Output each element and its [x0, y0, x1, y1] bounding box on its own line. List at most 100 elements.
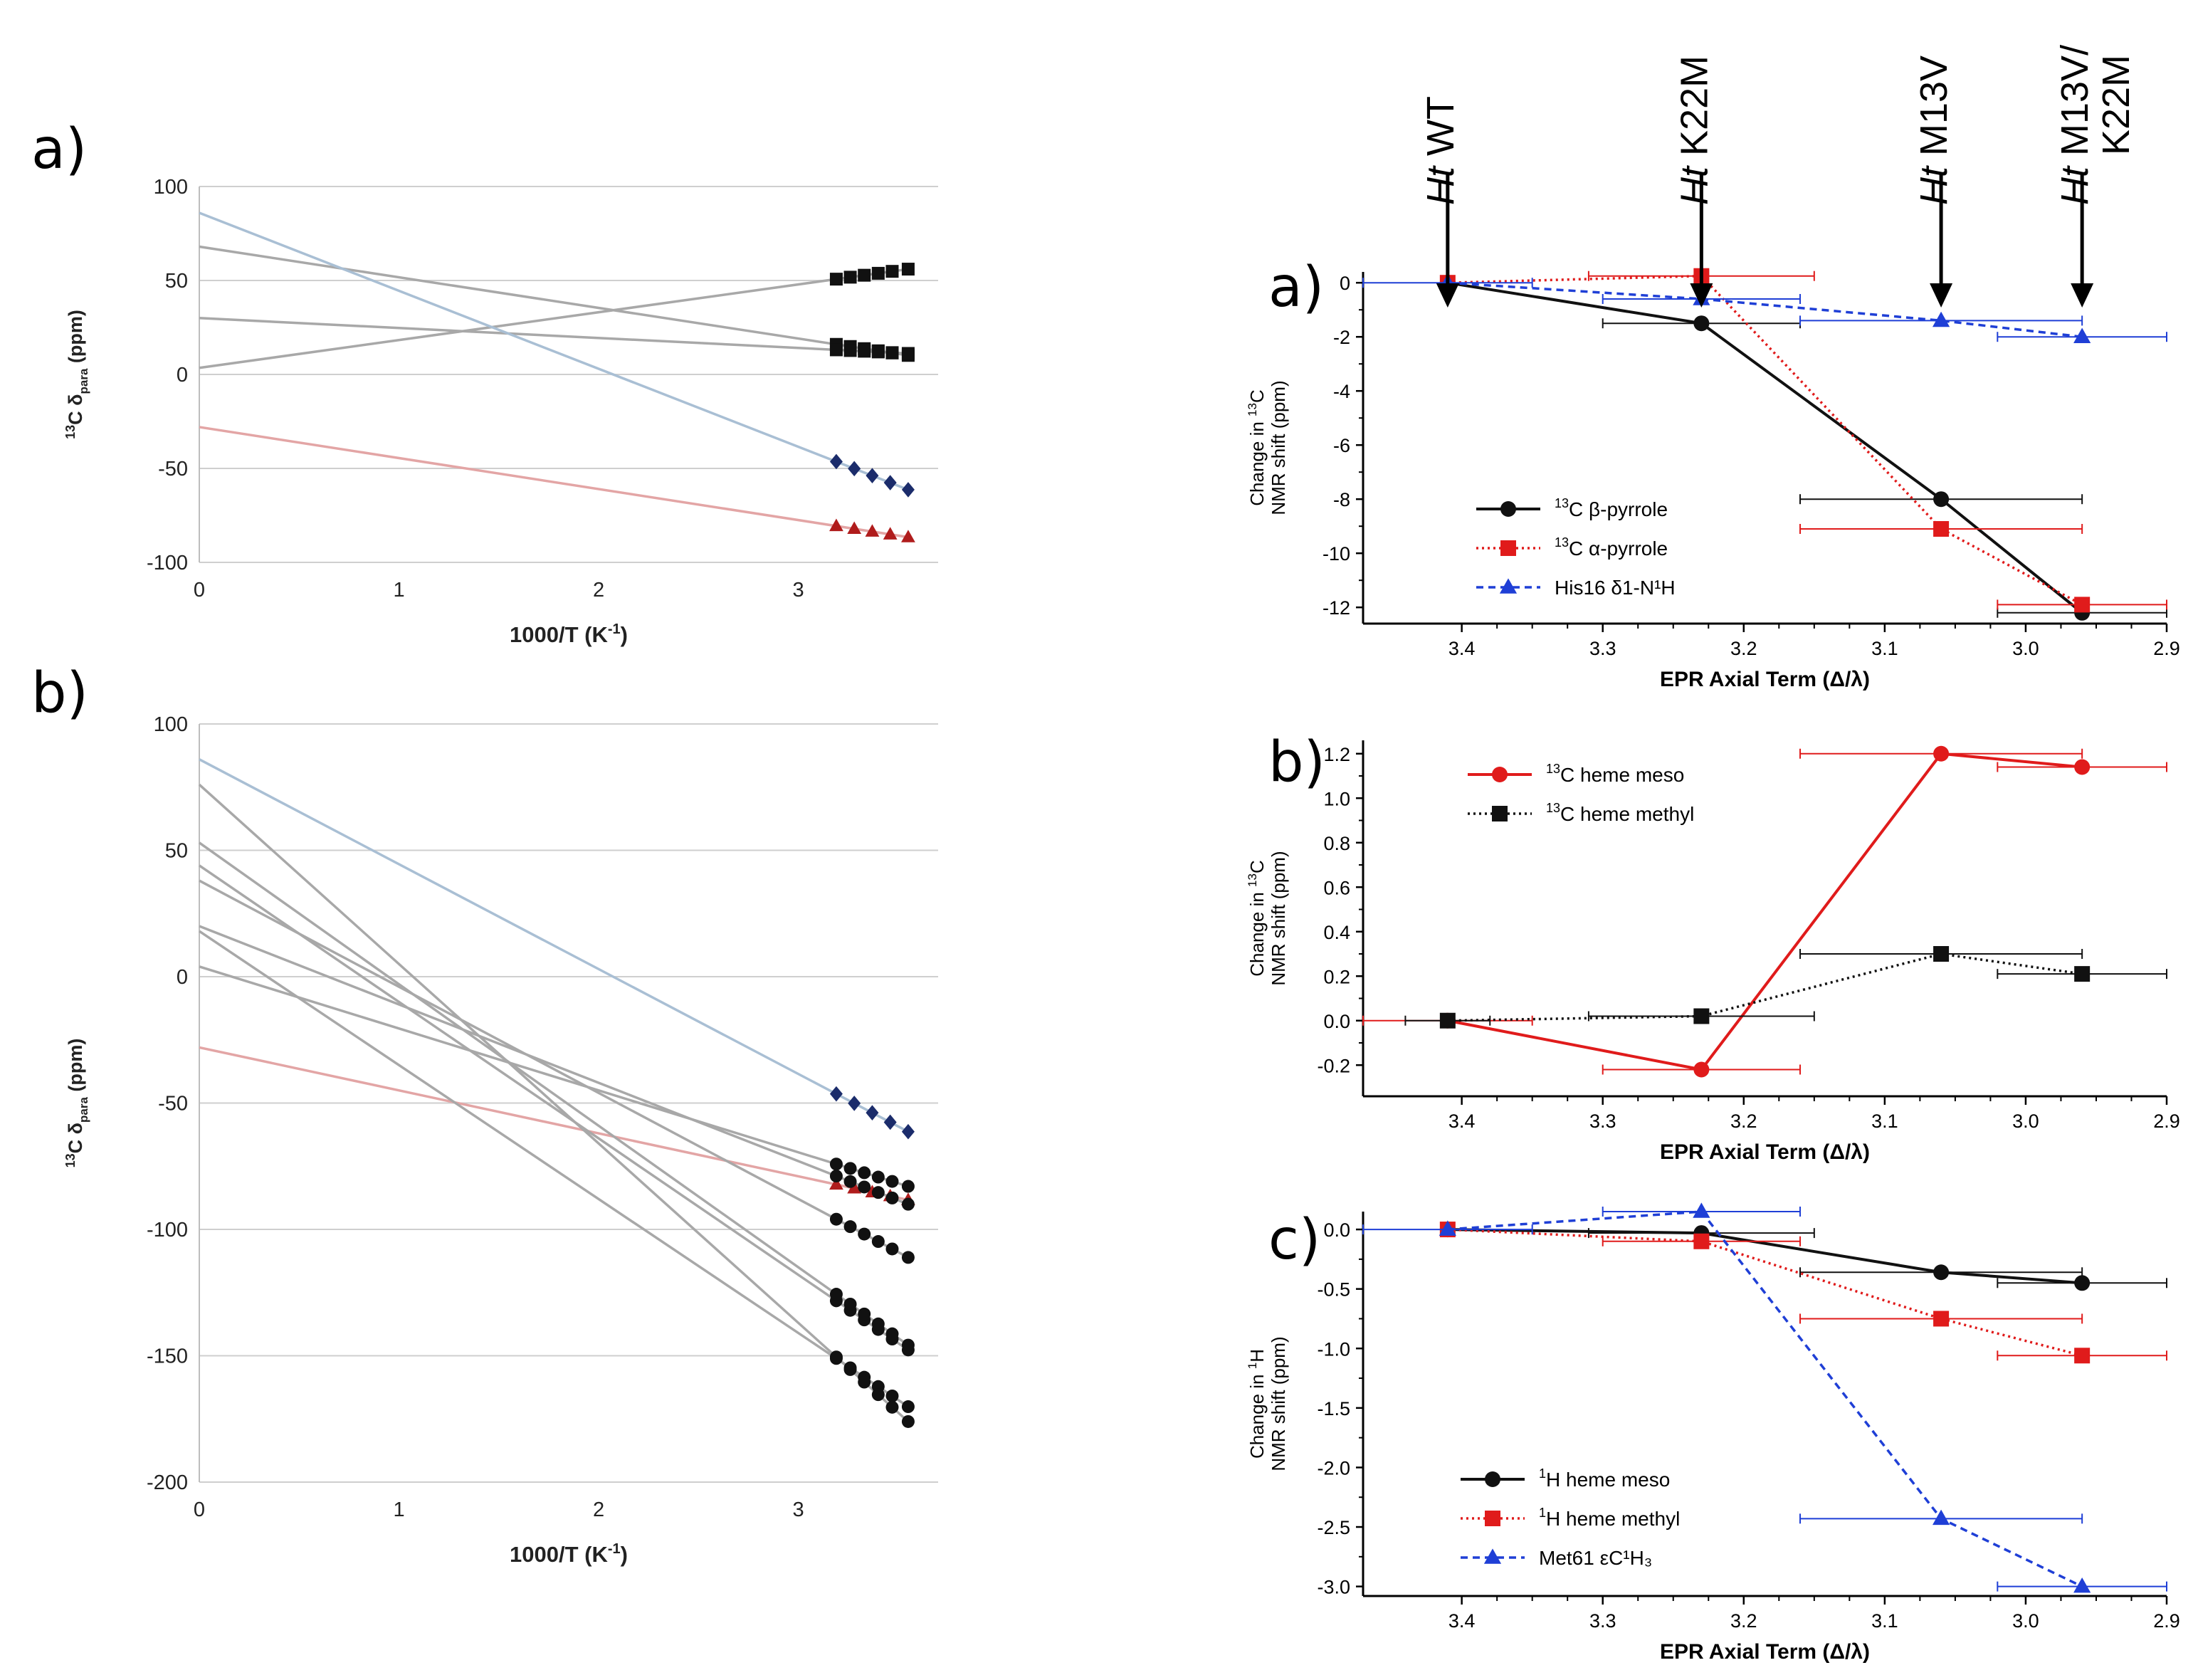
panel-label: a): [1268, 256, 1324, 320]
mutant-annotation: Ht M13V/K22M: [2054, 45, 2137, 308]
legend: 13C heme meso 13C heme methyl: [1468, 762, 1694, 825]
x-label-end: ): [621, 622, 628, 647]
series-1: [1404, 946, 2167, 1029]
x-label-end: ): [621, 1542, 628, 1567]
x-tick-label: 3.4: [1448, 638, 1476, 659]
legend-marker: [1499, 578, 1518, 594]
legend-label: 13C heme methyl: [1546, 801, 1694, 825]
y-tick-label: 0.6: [1323, 877, 1350, 898]
y-label-pre: Change in: [1246, 1369, 1268, 1459]
data-point: [843, 1162, 857, 1175]
y-label-sup: 13: [1246, 403, 1259, 416]
y-tick-label: 1.2: [1323, 744, 1350, 765]
data-point: [847, 521, 862, 534]
y-label-pre: Change in: [1246, 887, 1268, 977]
fit-line-3: [199, 925, 909, 1206]
data-point: [871, 1186, 885, 1199]
data-point: [885, 1191, 899, 1204]
data-point: [829, 1086, 843, 1102]
fit-line-4: [199, 879, 909, 1259]
data-point: [843, 271, 857, 284]
series-2: [1362, 273, 2167, 343]
y-tick-label: 0: [177, 966, 188, 989]
x-axis-label: EPR Axial Term (Δ/λ): [1660, 1640, 1870, 1664]
series-line: [1447, 752, 2083, 1071]
data-point: [901, 1414, 915, 1428]
data-point: [829, 1288, 843, 1301]
data-point: [843, 1297, 857, 1311]
data-point: [1932, 311, 1950, 327]
y-label-main: C δ: [65, 1123, 86, 1153]
x-tick-label: 3.1: [1871, 1610, 1898, 1632]
x-tick-label: 3.4: [1448, 1111, 1476, 1132]
y-tick-label: -200: [147, 1471, 188, 1494]
data-point: [1933, 1311, 1950, 1327]
panel-label: c): [1268, 1208, 1320, 1272]
data-point: [843, 1363, 857, 1376]
x-tick-label: 0: [194, 1498, 205, 1521]
legend-label: 13C α-pyrrole: [1555, 535, 1668, 560]
data-point: [858, 268, 871, 282]
data-point: [843, 344, 857, 357]
legend-sup: 1: [1539, 1466, 1546, 1481]
data-point: [866, 468, 879, 483]
legend-sup: 13: [1546, 762, 1560, 776]
y-tick-label: 100: [154, 176, 188, 199]
data-point: [829, 1170, 843, 1183]
fit-line-1: [199, 245, 909, 357]
fit-line-2: [199, 965, 909, 1188]
arrow-head: [1436, 283, 1459, 308]
legend-label: Met61 εC¹H₃: [1539, 1547, 1652, 1569]
series-0: [1439, 275, 2167, 621]
data-point: [901, 347, 915, 360]
y-label-post: C: [1246, 860, 1268, 873]
y-tick-label: 50: [165, 270, 188, 293]
data-point: [829, 1350, 843, 1364]
data-point: [871, 1170, 885, 1184]
data-point: [2074, 759, 2091, 775]
series-1: [1439, 268, 2167, 613]
y-tick-label: -3.0: [1317, 1577, 1350, 1598]
mutant-annotation: Ht M13V: [1913, 56, 1955, 308]
legend-sup: 13: [1555, 535, 1569, 550]
legend-marker: [1500, 540, 1516, 556]
y-tick-label: 0.2: [1323, 966, 1350, 987]
y-axis-label: 13C δpara (ppm): [63, 1039, 90, 1168]
x-tick-label: 3.0: [2012, 1610, 2039, 1632]
panel-label: b): [31, 661, 88, 725]
data-point: [865, 524, 880, 537]
y-label-sub: para: [77, 1097, 90, 1123]
data-point: [847, 1180, 862, 1194]
mutant-label: Ht WT: [1419, 96, 1462, 205]
data-point: [885, 1389, 899, 1402]
y-axis-label: 13C δpara (ppm): [63, 310, 90, 439]
data-point: [858, 1166, 871, 1180]
data-point: [901, 1180, 915, 1193]
panel-label: a): [31, 117, 87, 182]
series-line: [1447, 274, 2083, 606]
mutant-label: Ht M13V: [1913, 56, 1955, 205]
data-point: [1933, 491, 1950, 508]
data-point: [901, 1197, 915, 1211]
x-tick-label: 3: [793, 1498, 804, 1521]
legend-label: 1H heme meso: [1539, 1466, 1670, 1491]
mutant-label-italic: Ht: [1913, 165, 1955, 205]
data-point: [829, 1212, 843, 1226]
y-label-sup: 13: [63, 425, 78, 439]
x-axis-label: EPR Axial Term (Δ/λ): [1660, 668, 1870, 691]
fit-line-0: [199, 268, 909, 369]
x-tick-label: 2: [593, 1498, 604, 1521]
legend-text: C heme meso: [1560, 764, 1684, 786]
data-point: [871, 1388, 885, 1402]
series-line: [1447, 952, 2083, 1022]
data-point: [1933, 946, 1950, 962]
data-point: [2073, 1577, 2091, 1593]
data-point: [2074, 966, 2091, 982]
x-tick-label: 2.9: [2153, 1610, 2180, 1632]
mutant-label-rest: M13V/: [2054, 45, 2096, 167]
x-axis-label: EPR Axial Term (Δ/λ): [1660, 1140, 1870, 1164]
y-axis-label-line2: NMR shift (ppm): [1268, 851, 1289, 985]
y-tick-label: -50: [158, 458, 188, 481]
series-line: [1447, 1210, 2083, 1588]
